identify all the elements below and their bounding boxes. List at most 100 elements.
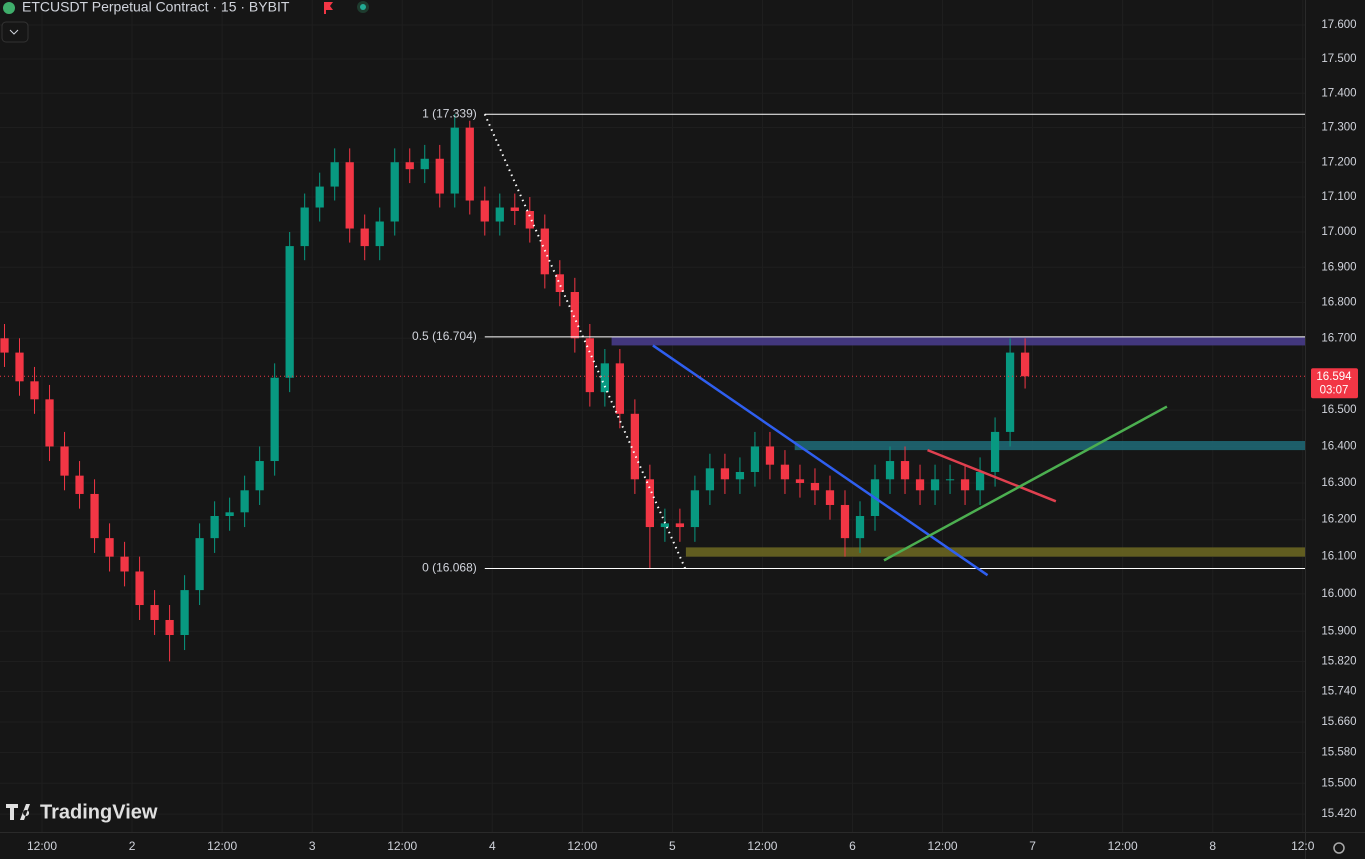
candle-body bbox=[330, 162, 339, 187]
candle-body bbox=[810, 482, 820, 491]
logo-text: TradingView bbox=[40, 801, 158, 823]
flag-icon[interactable] bbox=[324, 2, 333, 14]
y-tick-label: 16.900 bbox=[1321, 261, 1356, 273]
trendline bbox=[927, 448, 1057, 503]
zone bbox=[611, 336, 1305, 346]
candle-body bbox=[945, 479, 955, 481]
candle-body bbox=[690, 490, 700, 528]
candle-body bbox=[645, 479, 655, 528]
candle-body bbox=[975, 471, 985, 491]
y-tick-label: 15.420 bbox=[1321, 808, 1356, 820]
y-tick-label: 16.700 bbox=[1321, 332, 1356, 344]
x-tick-label: 4 bbox=[489, 839, 496, 853]
x-tick-label: 12:0 bbox=[1291, 839, 1315, 853]
candle-body bbox=[45, 399, 54, 447]
y-tick-label: 15.500 bbox=[1321, 777, 1356, 789]
chart-title: ETCUSDT Perpetual Contract · 15 · BYBIT bbox=[22, 0, 290, 15]
candle-body bbox=[405, 162, 414, 170]
candle-body bbox=[495, 207, 504, 222]
candle-body bbox=[240, 490, 249, 513]
x-tick-label: 12:00 bbox=[27, 839, 57, 853]
candle-body bbox=[285, 246, 294, 378]
collapse-button[interactable] bbox=[1, 21, 29, 43]
candle-body bbox=[120, 556, 129, 572]
settings-icon[interactable] bbox=[1333, 842, 1345, 854]
candle-body bbox=[75, 475, 84, 494]
candle-body bbox=[900, 461, 910, 480]
candle-body bbox=[750, 446, 760, 472]
candle-body bbox=[150, 605, 159, 620]
candle-body bbox=[390, 162, 399, 222]
candle-body bbox=[450, 127, 459, 194]
candle-body bbox=[570, 292, 579, 339]
candle-body bbox=[1020, 352, 1030, 377]
candle-body bbox=[675, 523, 685, 528]
y-tick-label: 16.500 bbox=[1321, 404, 1356, 416]
y-tick-label: 16.400 bbox=[1321, 440, 1356, 452]
candle-body bbox=[735, 471, 745, 480]
plot: 1 (17.339) 0.5 (16.704) 0 (16.068) bbox=[0, 106, 1305, 662]
price-tag-value: 16.594 bbox=[1316, 371, 1352, 383]
candle-body bbox=[825, 490, 835, 505]
zone bbox=[685, 547, 1305, 557]
x-tick-label: 12:00 bbox=[387, 839, 417, 853]
chevron bbox=[9, 29, 19, 35]
candle-body bbox=[255, 461, 264, 491]
candle-body bbox=[510, 207, 519, 212]
candle-body bbox=[480, 200, 489, 222]
x-tick-label: 12:00 bbox=[928, 839, 958, 853]
candle-body bbox=[660, 523, 670, 528]
y-tick-label: 17.200 bbox=[1321, 156, 1356, 168]
x-tick-label: 2 bbox=[129, 839, 136, 853]
candle-body bbox=[600, 363, 609, 393]
candle-body bbox=[720, 468, 730, 480]
y-tick-label: 16.200 bbox=[1321, 514, 1356, 526]
candle-body bbox=[60, 446, 69, 476]
price-tag bbox=[1311, 368, 1358, 399]
candle-body bbox=[960, 479, 970, 491]
candle-body bbox=[15, 352, 24, 382]
y-tick-label: 17.300 bbox=[1321, 122, 1356, 134]
candle-body bbox=[705, 468, 715, 491]
x-tick-label: 12:00 bbox=[1108, 839, 1138, 853]
candle-body bbox=[525, 211, 534, 229]
y-tick-label: 15.660 bbox=[1321, 716, 1356, 728]
y-tick-label: 15.740 bbox=[1321, 686, 1356, 698]
y-tick-label: 15.820 bbox=[1321, 655, 1356, 667]
candle-body bbox=[105, 538, 114, 557]
axes: 17.600 17.500 17.400 17.300 17.200 17.100 17.0… bbox=[27, 19, 1358, 853]
zone bbox=[794, 441, 1305, 451]
candle-body bbox=[915, 479, 925, 491]
y-tick-label: 17.400 bbox=[1321, 87, 1356, 99]
candle-body bbox=[555, 274, 564, 293]
y-tick-label: 17.500 bbox=[1321, 53, 1356, 65]
x-tick-label: 12:00 bbox=[747, 839, 777, 853]
candle-body bbox=[300, 207, 309, 247]
x-tick-label: 3 bbox=[309, 839, 316, 853]
fib-label: 1 (17.339) bbox=[422, 106, 477, 120]
candle-body bbox=[765, 446, 775, 465]
y-tick-label: 17.000 bbox=[1321, 226, 1356, 238]
candle-body bbox=[210, 516, 219, 539]
candle-body bbox=[630, 413, 639, 480]
candle-body bbox=[135, 571, 144, 606]
y-tick-label: 16.800 bbox=[1321, 297, 1356, 309]
candle-body bbox=[585, 338, 594, 393]
candle-body bbox=[180, 590, 189, 635]
candle-body bbox=[345, 162, 354, 229]
y-tick-label: 17.100 bbox=[1321, 191, 1356, 203]
symbol-icon bbox=[3, 2, 15, 14]
candle-body bbox=[840, 504, 850, 539]
y-tick-label: 17.600 bbox=[1321, 19, 1356, 31]
fib-diagonal bbox=[483, 113, 687, 569]
candle-body bbox=[885, 461, 895, 480]
x-tick-label: 12:00 bbox=[207, 839, 237, 853]
x-tick-label: 5 bbox=[669, 839, 676, 853]
candle-body bbox=[465, 127, 474, 201]
fib-label: 0.5 (16.704) bbox=[412, 329, 477, 343]
y-tick-label: 16.300 bbox=[1321, 477, 1356, 489]
status-dot bbox=[360, 4, 366, 10]
logo-mark bbox=[6, 804, 30, 820]
candle-body bbox=[420, 158, 429, 170]
